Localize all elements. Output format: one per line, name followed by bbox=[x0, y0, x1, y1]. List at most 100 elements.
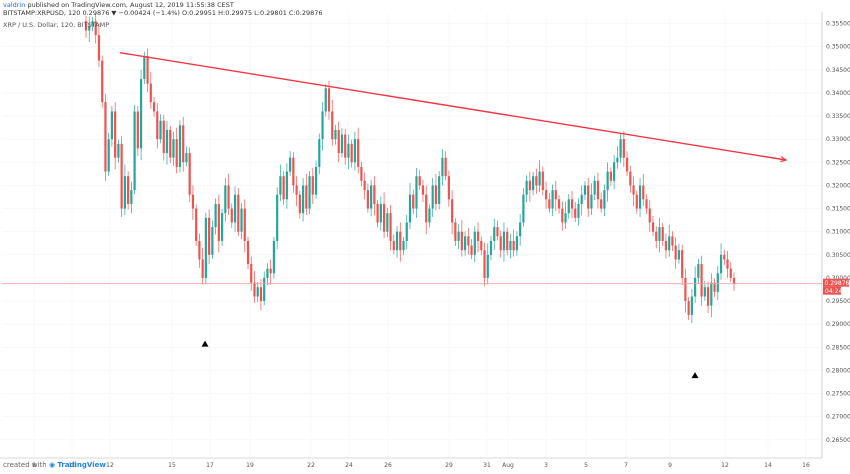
candle-body bbox=[467, 236, 470, 246]
candle-body bbox=[395, 231, 399, 251]
candle-body bbox=[415, 176, 418, 209]
publish-info: published on TradingView.com, August 12,… bbox=[27, 1, 234, 9]
candle-body bbox=[233, 194, 237, 223]
candle-body bbox=[152, 102, 156, 112]
candle-body bbox=[706, 287, 710, 306]
candle-body bbox=[130, 190, 133, 204]
candle-body bbox=[379, 203, 382, 223]
candle-body bbox=[269, 268, 272, 274]
candle-body bbox=[178, 125, 182, 167]
candle-body bbox=[169, 129, 172, 158]
candle-body bbox=[143, 55, 146, 80]
price-tick-label: 0.35500 bbox=[826, 21, 850, 28]
price-axis[interactable]: 0.26500 0.27000 0.27500 0.28000 0.28500 0.290… bbox=[826, 21, 850, 444]
candle-body bbox=[700, 264, 703, 297]
tradingview-logo-icon: ◉ bbox=[48, 461, 56, 469]
time-axis[interactable]: 8 10 12 15 17 19 22 24 26 29 31 Aug 3 5 7 9 12 14 16 bbox=[32, 462, 810, 469]
candle-body bbox=[719, 254, 723, 274]
author-link[interactable]: valdrin bbox=[3, 1, 26, 9]
candle-body bbox=[687, 301, 690, 315]
candle-body bbox=[473, 231, 476, 255]
candle-body bbox=[587, 185, 590, 209]
candle-body bbox=[528, 180, 531, 191]
candle-body bbox=[596, 180, 600, 200]
tradingview-footer[interactable]: created with ◉ TradingView bbox=[3, 461, 106, 469]
candle-body bbox=[127, 176, 130, 204]
candle-body bbox=[347, 143, 350, 158]
candle-body bbox=[301, 185, 305, 214]
candle-body bbox=[340, 134, 344, 154]
candle-body bbox=[240, 208, 243, 232]
candle-body bbox=[172, 139, 175, 158]
candle-body bbox=[292, 157, 295, 186]
candle-body bbox=[703, 287, 706, 297]
candle-body bbox=[502, 231, 506, 251]
candle-body bbox=[677, 250, 681, 260]
candle-body bbox=[668, 236, 671, 251]
candle-body bbox=[217, 203, 220, 241]
price-tick-label: 0.28000 bbox=[826, 367, 850, 374]
candle-body bbox=[149, 83, 152, 103]
candle-body bbox=[389, 213, 392, 241]
candle-body bbox=[386, 213, 389, 232]
time-tick-label: 9 bbox=[668, 462, 672, 469]
candle-body bbox=[532, 176, 535, 191]
price-tick-label: 0.33000 bbox=[826, 136, 850, 143]
candle-body bbox=[551, 190, 554, 209]
time-tick-label: 16 bbox=[802, 462, 810, 469]
time-tick-label: 12 bbox=[721, 462, 729, 469]
candle-body bbox=[522, 194, 525, 223]
candle-body bbox=[360, 166, 363, 181]
candle-body bbox=[544, 190, 548, 200]
candle-body bbox=[480, 240, 483, 251]
candle-body bbox=[486, 254, 489, 278]
candle-body bbox=[208, 217, 211, 255]
current-price-label: 0.29876 04:24 bbox=[823, 278, 850, 295]
candle-body bbox=[227, 185, 230, 209]
candle-body bbox=[321, 111, 324, 140]
created-with-label: created with bbox=[3, 461, 47, 469]
candle-body bbox=[191, 194, 195, 209]
candle-body bbox=[710, 282, 713, 306]
candle-body bbox=[230, 208, 233, 223]
candle-body bbox=[664, 240, 668, 251]
candle-body bbox=[476, 231, 480, 241]
countdown-value: 04:24 bbox=[825, 288, 842, 295]
candle-body bbox=[370, 185, 373, 209]
candle-body bbox=[256, 287, 259, 297]
candle-body bbox=[697, 264, 700, 278]
candle-body bbox=[648, 208, 651, 223]
candle-body bbox=[107, 139, 110, 172]
time-tick-label: 3 bbox=[544, 462, 548, 469]
candle-body bbox=[674, 245, 677, 260]
trendline[interactable] bbox=[119, 52, 787, 161]
candle-body bbox=[263, 277, 266, 302]
price-tick-label: 0.34000 bbox=[826, 90, 850, 97]
candle-body bbox=[625, 157, 629, 172]
candle-body bbox=[535, 176, 538, 186]
price-tick-label: 0.30000 bbox=[826, 275, 850, 282]
candle-body bbox=[418, 176, 421, 186]
candle-body bbox=[541, 171, 544, 191]
time-tick-label: 19 bbox=[246, 462, 254, 469]
candle-body bbox=[428, 208, 431, 223]
candle-body bbox=[237, 194, 240, 232]
candle-body bbox=[366, 190, 369, 209]
candle-body bbox=[470, 245, 473, 255]
candle-body bbox=[619, 139, 622, 158]
up-triangle-marker-icon bbox=[691, 372, 699, 379]
candle-body bbox=[88, 25, 91, 31]
candle-body bbox=[117, 143, 120, 158]
candle-body bbox=[311, 176, 314, 195]
candle-body bbox=[577, 203, 580, 218]
candle-body bbox=[363, 180, 366, 191]
candle-body bbox=[272, 240, 276, 274]
candle-body bbox=[188, 153, 191, 195]
candle-body bbox=[259, 287, 263, 302]
candle-body bbox=[606, 171, 609, 191]
current-price-value: 0.29876 bbox=[825, 280, 850, 287]
candle-body bbox=[357, 139, 360, 167]
candle-body bbox=[114, 111, 117, 158]
time-tick-label: 26 bbox=[384, 462, 392, 469]
